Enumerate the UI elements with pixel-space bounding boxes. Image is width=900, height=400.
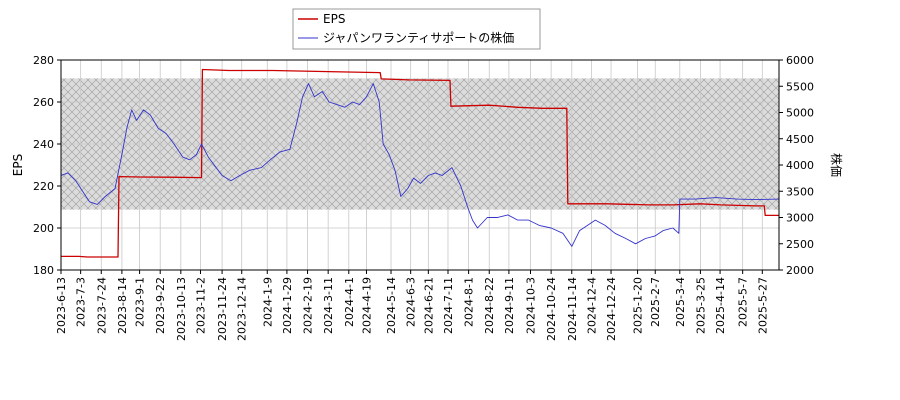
right-tick-label: 4500 xyxy=(786,133,814,146)
right-axis-label: 株価 xyxy=(829,153,844,177)
x-tick-label: 2025-5-27 xyxy=(756,277,769,334)
right-tick-label: 6000 xyxy=(786,54,814,67)
x-tick-label: 2024-10-3 xyxy=(524,277,537,334)
left-tick-label: 200 xyxy=(33,222,54,235)
left-axis-label: EPS xyxy=(11,154,25,176)
x-tick-label: 2024-8-22 xyxy=(483,277,496,334)
x-tick-label: 2025-3-25 xyxy=(694,277,707,334)
x-tick-label: 2025-3-4 xyxy=(674,277,687,327)
x-tick-label: 2024-3-11 xyxy=(322,277,335,334)
x-tick-label: 2023-7-3 xyxy=(75,277,88,327)
x-axis: 2023-6-13 2023-7-3 2023-7-24 2023-8-14 2023-… xyxy=(55,270,769,341)
x-tick-label: 2024-5-14 xyxy=(385,277,398,334)
x-tick-label: 2023-10-13 xyxy=(175,277,188,341)
right-tick-label: 2500 xyxy=(786,238,814,251)
x-tick-label: 2024-11-14 xyxy=(566,277,579,341)
x-tick-label: 2023-8-14 xyxy=(116,277,129,334)
x-tick-label: 2024-4-19 xyxy=(360,277,373,334)
right-tick-label: 3500 xyxy=(786,185,814,198)
x-tick-label: 2023-9-1 xyxy=(134,277,147,327)
x-tick-label: 2023-11-24 xyxy=(216,277,229,341)
x-tick-label: 2024-9-11 xyxy=(503,277,516,334)
x-tick-label: 2025-2-7 xyxy=(649,277,662,327)
left-tick-label: 260 xyxy=(33,96,54,109)
left-axis: 180 200 220 240 260 280 xyxy=(33,54,61,277)
right-tick-label: 4000 xyxy=(786,159,814,172)
x-tick-label: 2023-12-14 xyxy=(236,277,249,341)
x-tick-label: 2024-4-1 xyxy=(343,277,356,327)
x-tick-label: 2024-1-9 xyxy=(261,277,274,327)
right-tick-label: 2000 xyxy=(786,264,814,277)
x-tick-label: 2024-6-3 xyxy=(405,277,418,327)
legend-box xyxy=(292,8,541,50)
x-tick-label: 2023-6-13 xyxy=(55,277,68,334)
x-tick-label: 2025-5-7 xyxy=(737,277,750,327)
x-tick-label: 2024-10-24 xyxy=(545,277,558,341)
x-tick-label: 2023-7-24 xyxy=(95,277,108,334)
left-tick-label: 220 xyxy=(33,180,54,193)
x-tick-label: 2024-2-19 xyxy=(302,277,315,334)
x-tick-label: 2024-8-1 xyxy=(463,277,476,327)
left-tick-label: 180 xyxy=(33,264,54,277)
legend-label-eps: EPS xyxy=(323,12,345,26)
x-tick-label: 2024-12-4 xyxy=(585,277,598,334)
right-tick-label: 5000 xyxy=(786,107,814,120)
stock-price-line xyxy=(61,83,779,247)
x-tick-label: 2024-6-21 xyxy=(422,277,435,334)
x-tick-label: 2025-1-20 xyxy=(632,277,645,334)
x-tick-label: 2024-7-11 xyxy=(442,277,455,334)
eps-line xyxy=(61,68,779,258)
right-tick-label: 3000 xyxy=(786,212,814,225)
left-tick-label: 240 xyxy=(33,138,54,151)
x-tick-label: 2024-12-24 xyxy=(605,277,618,341)
right-tick-label: 5500 xyxy=(786,80,814,93)
left-tick-label: 280 xyxy=(33,54,54,67)
x-tick-label: 2023-11-2 xyxy=(194,277,207,334)
x-tick-label: 2024-1-29 xyxy=(281,277,294,334)
legend-label-price: ジャパンワランティサポートの株価 xyxy=(323,30,514,45)
x-tick-label: 2025-4-14 xyxy=(714,277,727,334)
x-tick-label: 2023-9-22 xyxy=(154,277,167,334)
legend: EPS ジャパンワランティサポートの株価 xyxy=(292,8,541,50)
right-axis: 2000 2500 3000 3500 4000 4500 5000 5500 6000 xyxy=(779,54,814,277)
